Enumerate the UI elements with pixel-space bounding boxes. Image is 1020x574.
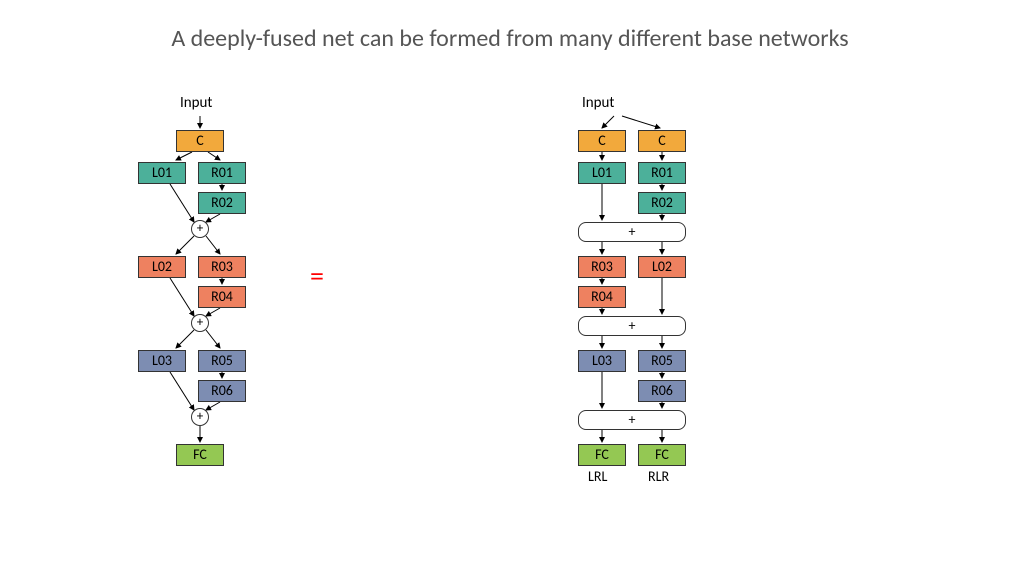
node-r05: R05 [638, 350, 686, 372]
node-l03: L03 [138, 350, 186, 372]
node-r06: R06 [198, 380, 246, 402]
node-r03: R03 [198, 256, 246, 278]
node-r06: R06 [638, 380, 686, 402]
plus-rect: + [578, 410, 686, 430]
node-r04: R04 [578, 286, 626, 308]
node-c1: C [578, 130, 626, 152]
node-r02: R02 [638, 192, 686, 214]
node-r04: R04 [198, 286, 246, 308]
node-fc: FC [176, 444, 224, 466]
node-fc1: FC [578, 444, 626, 466]
node-r03: R03 [578, 256, 626, 278]
bottom-label-lrl: LRL [588, 468, 607, 485]
input-label-left: Input [180, 94, 212, 112]
plus-node: + [191, 314, 209, 332]
input-label-right: Input [582, 94, 614, 112]
node-r05: R05 [198, 350, 246, 372]
node-c2: C [638, 130, 686, 152]
node-l02: L02 [638, 256, 686, 278]
node-l03: L03 [578, 350, 626, 372]
bottom-label-rlr: RLR [648, 468, 669, 485]
node-l02: L02 [138, 256, 186, 278]
plus-node: + [191, 408, 209, 426]
node-r01: R01 [198, 162, 246, 184]
node-c: C [176, 130, 224, 152]
plus-rect: + [578, 222, 686, 242]
node-r02: R02 [198, 192, 246, 214]
equals-sign: = [310, 258, 324, 293]
node-l01: L01 [578, 162, 626, 184]
plus-node: + [191, 220, 209, 238]
plus-rect: + [578, 316, 686, 336]
node-fc2: FC [638, 444, 686, 466]
node-l01: L01 [138, 162, 186, 184]
node-r01: R01 [638, 162, 686, 184]
page-title: A deeply-fused net can be formed from ma… [0, 24, 1020, 53]
